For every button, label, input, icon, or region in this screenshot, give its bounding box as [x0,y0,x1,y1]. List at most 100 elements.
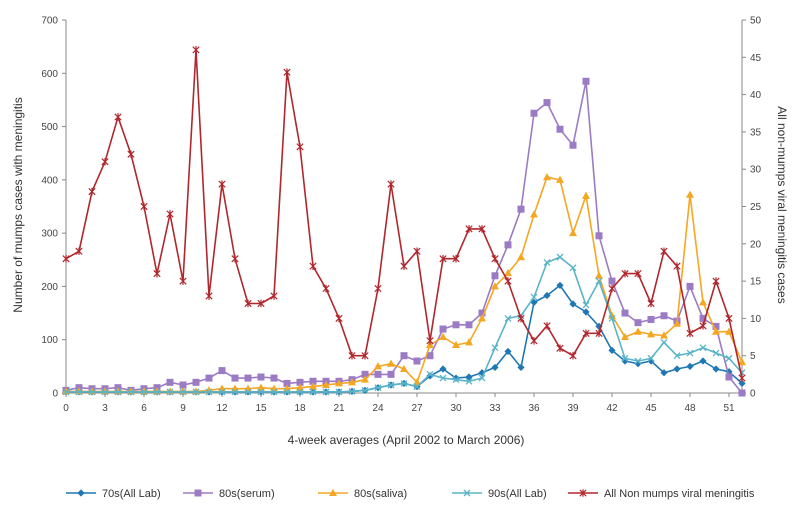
data-point [491,344,499,352]
data-point [595,277,603,285]
series-0 [62,281,746,396]
data-point [140,388,148,396]
data-point [361,375,369,383]
series-line [66,284,743,393]
data-point [738,379,746,388]
data-point [608,277,616,285]
data-point [101,388,109,396]
x-axis-ticks: 0 3 6 9 12 15 18 21 24 27 30 33 36 39 42 45 48 51 [63,393,735,414]
data-point [634,357,642,365]
data-point [309,388,317,396]
data-point [400,352,408,360]
data-point [517,205,525,213]
data-point [647,299,655,308]
right-tick-label: 5 [750,351,756,362]
data-point [452,254,460,263]
right-tick-label: 40 [750,90,762,101]
data-point [582,329,590,338]
data-point [322,284,330,293]
data-point [582,301,590,309]
data-point [517,252,525,261]
series-line [65,80,743,394]
x-tick-label: 33 [489,403,501,414]
data-point [556,175,564,183]
data-point [387,370,395,378]
data-point [582,191,590,199]
data-point [270,292,278,300]
left-tick-label: 400 [41,175,58,186]
data-point [478,374,486,382]
data-point [452,340,460,349]
data-point [621,332,629,341]
data-point [738,357,746,366]
data-point [725,354,733,362]
data-point [244,374,252,382]
x-tick-label: 18 [294,403,306,414]
data-point [465,377,473,385]
data-point [608,284,616,293]
data-point [699,314,707,322]
legend-label: All Non mumps viral meningitis [604,488,755,500]
data-point [608,314,616,322]
data-point [62,388,70,396]
legend-label: 80s(saliva) [354,488,407,500]
data-point [322,388,330,396]
data-point [647,354,655,362]
data-point [530,293,538,301]
legend-item-1: 80s(serum) [183,488,275,500]
data-point [504,314,512,322]
data-point [231,388,239,396]
legend-item-0: 70s(All Lab) [66,488,161,500]
legend-marker [194,489,202,497]
left-tick-label: 600 [41,69,58,80]
x-tick-label: 48 [684,403,696,414]
data-point [647,330,655,338]
data-point [192,378,200,386]
data-point [725,327,733,335]
left-axis-ticks: 0 100 200 300 400 500 600 700 [41,16,66,400]
data-point [283,388,291,396]
x-tick-label: 12 [216,403,228,414]
data-point [283,379,291,387]
data-point [348,387,356,395]
data-point [400,262,408,270]
data-point [686,190,694,198]
data-point [413,383,421,391]
data-point [647,315,655,323]
data-point [426,352,434,360]
data-point [595,322,603,330]
data-point [478,225,486,233]
data-point [569,300,577,308]
data-point [218,367,226,375]
data-point [348,351,356,360]
x-tick-label: 3 [102,403,108,414]
data-point [660,331,668,339]
x-tick-label: 45 [645,403,657,414]
data-point [725,373,733,381]
data-point [530,210,538,218]
series-layer [62,46,746,397]
data-point [504,241,512,249]
right-tick-label: 25 [750,202,762,213]
y-axis-right-title: All non-mumps viral meningitis cases [775,106,789,303]
data-point [660,247,668,256]
data-point [179,381,187,389]
legend-marker [77,489,85,497]
data-point [569,351,577,360]
data-point [712,365,720,373]
x-tick-label: 21 [333,403,345,414]
left-tick-label: 500 [41,122,58,133]
data-point [517,363,525,372]
data-point [634,360,642,368]
data-point [218,388,226,396]
data-point [491,272,499,280]
series-3 [62,253,746,396]
series-line [65,48,743,379]
data-point [335,388,343,396]
data-point [75,247,83,256]
legend-marker [329,488,337,496]
data-point [114,113,122,121]
data-point [621,309,629,317]
data-point [413,357,421,365]
